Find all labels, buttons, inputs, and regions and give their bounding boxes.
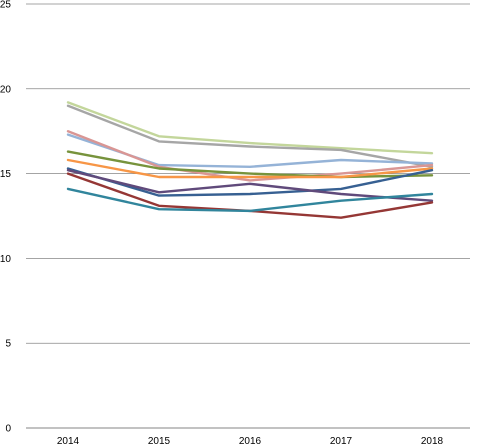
- y-tick-label: 15: [0, 169, 11, 180]
- x-tick-label: 2016: [239, 436, 262, 445]
- series-line-1: [66, 101, 434, 155]
- x-tick-label: 2018: [421, 436, 444, 445]
- y-tick-label: 25: [0, 0, 11, 11]
- series-line-6: [66, 158, 434, 179]
- x-axis-tick-labels: 2014 2015 2016 2017 2018: [57, 436, 444, 445]
- series-line-7: [66, 167, 434, 197]
- x-tick-label: 2014: [57, 436, 80, 445]
- series-lines: [66, 101, 434, 219]
- series-line-8: [66, 168, 434, 202]
- series-line-4: [66, 129, 434, 182]
- series-line-10: [66, 187, 434, 213]
- y-tick-label: 20: [0, 84, 11, 95]
- series-line-5: [66, 150, 434, 179]
- series-line-2: [66, 104, 434, 169]
- y-tick-label: 10: [0, 254, 11, 265]
- y-tick-label: 0: [5, 424, 11, 435]
- y-tick-label: 5: [5, 339, 11, 350]
- x-tick-label: 2017: [330, 436, 353, 445]
- x-tick-label: 2015: [148, 436, 171, 445]
- y-axis-tick-labels: 0 5 10 15 20 25: [0, 0, 11, 435]
